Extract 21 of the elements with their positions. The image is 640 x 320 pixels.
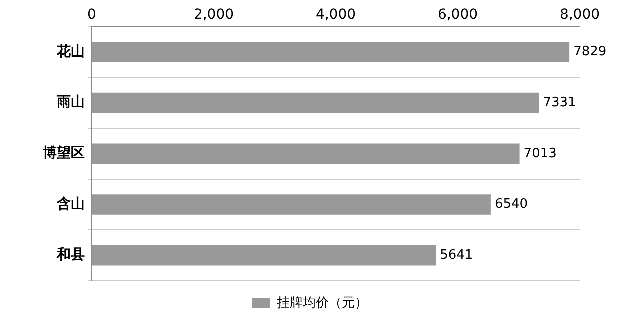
- bar: [92, 42, 570, 62]
- data-label: 6540: [494, 197, 528, 212]
- bar: [92, 194, 491, 215]
- bar: [92, 92, 540, 114]
- y-tick-label: 博望区: [42, 144, 85, 162]
- x-tick-label: 6,000: [438, 7, 478, 24]
- bar: [92, 245, 436, 266]
- x-tick-label: 8,000: [560, 7, 600, 24]
- y-tick-label: 和县: [56, 247, 85, 264]
- y-tick-label: 花山: [56, 44, 85, 60]
- data-label: 7331: [543, 95, 576, 110]
- data-label: 7013: [524, 146, 557, 162]
- x-tick-label: 0: [88, 7, 96, 24]
- x-tick-label: 2,000: [194, 7, 234, 24]
- y-tick-label: 雨山: [56, 94, 85, 111]
- data-label: 5641: [440, 248, 474, 263]
- bar: [92, 144, 520, 164]
- x-tick-label: 4,000: [316, 7, 356, 24]
- y-tick-label: 含山: [56, 196, 85, 212]
- legend-label: 挂牌均价（元）: [276, 296, 368, 311]
- data-label: 7829: [574, 44, 607, 60]
